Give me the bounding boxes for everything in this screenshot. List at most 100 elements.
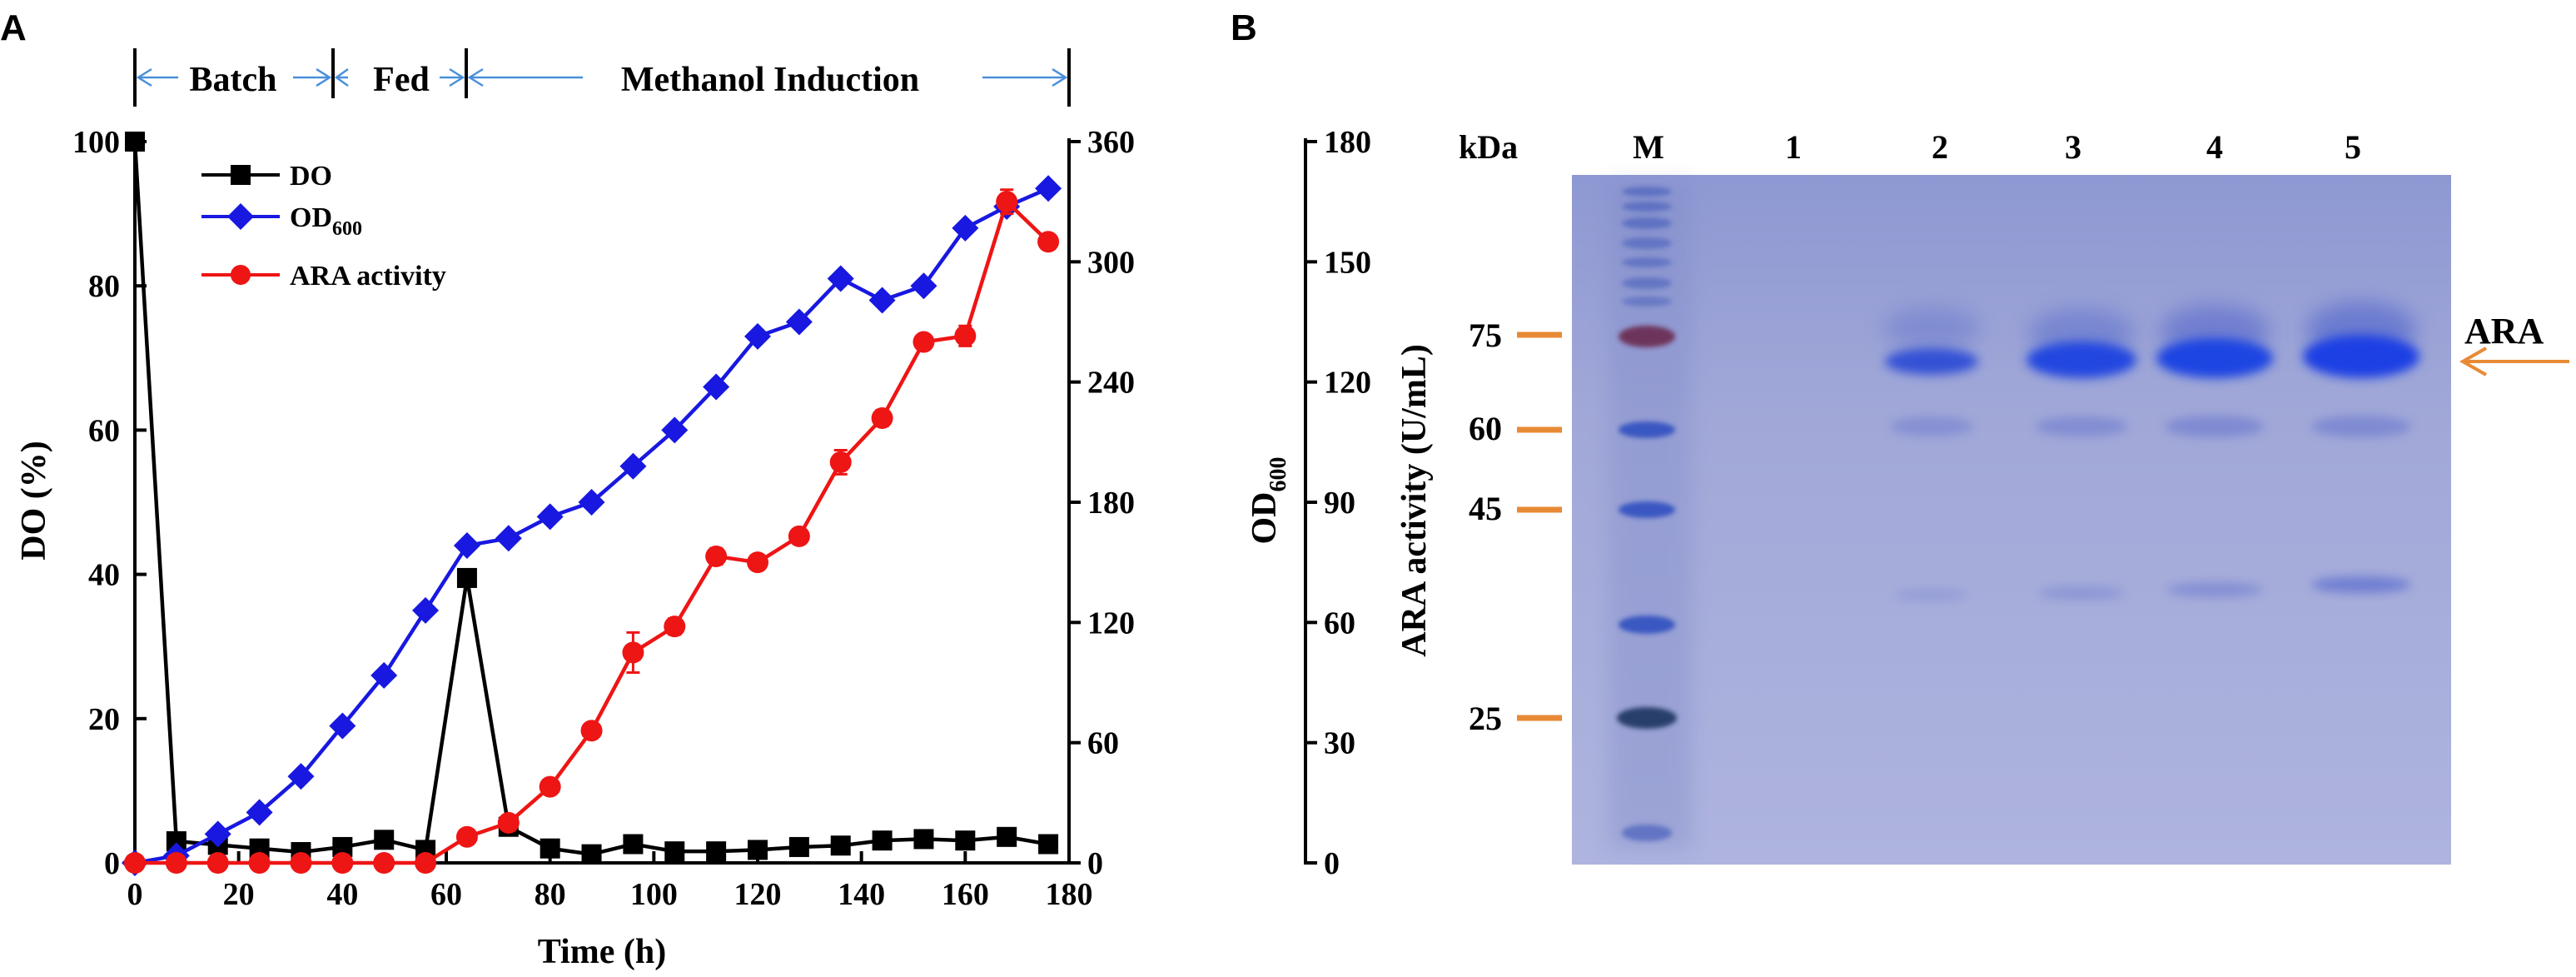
ara-point [664, 616, 686, 638]
ara-point [373, 852, 395, 874]
do-point [374, 830, 395, 850]
do-point [664, 841, 685, 862]
legend-do-label: DO [290, 161, 332, 192]
x-tick-label: 100 [630, 877, 678, 912]
do-tick-label: 40 [88, 558, 120, 593]
do-tick-label: 60 [88, 413, 120, 448]
gel-lane-3: 3 [2065, 128, 2081, 166]
do-point [706, 841, 727, 862]
do-point [456, 567, 477, 588]
marker-45-label: 45 [1469, 490, 1502, 527]
phase-annotation [133, 48, 1071, 107]
od600-point [246, 799, 273, 826]
ara-tick-label: 60 [1087, 726, 1119, 761]
od600-point [412, 596, 440, 624]
x-tick-label: 40 [326, 877, 358, 912]
phase-batch: Batch [190, 61, 277, 99]
od600-point [578, 489, 605, 516]
legend: DO OD600 ARA activity [201, 161, 446, 292]
marker-75-label: 75 [1469, 317, 1502, 354]
x-tick-label: 160 [942, 877, 989, 912]
do-tick-label: 80 [88, 269, 120, 304]
x-tick-label: 20 [223, 877, 255, 912]
panel-b-label: B [1231, 7, 1257, 48]
panel-a-label: A [0, 7, 27, 48]
ara-point [954, 325, 977, 347]
ara-point [331, 852, 354, 874]
od600-line [134, 187, 1049, 865]
ara-point [871, 406, 893, 429]
do-point [913, 829, 934, 850]
od600-point [204, 820, 231, 848]
od600-point [827, 265, 854, 292]
legend-do-marker [231, 165, 251, 185]
legend-ara-marker [231, 265, 251, 285]
gel-image [1572, 175, 2451, 865]
ara-point [996, 191, 1018, 213]
do-point [955, 830, 976, 851]
do-tick-label: 100 [72, 125, 120, 160]
ara-point [415, 852, 437, 874]
ara-line [135, 199, 1050, 865]
ara-point [248, 852, 271, 874]
do-point [788, 836, 809, 857]
do-tick-label: 0 [104, 846, 120, 881]
ara-point [165, 852, 187, 874]
do-point [125, 132, 145, 152]
ara-tick-label: 120 [1087, 606, 1135, 641]
gel-lane-2: 2 [1932, 128, 1948, 166]
do-point [540, 838, 560, 859]
sample-bands [1883, 302, 2419, 601]
ara-point [622, 641, 644, 664]
do-point [1038, 834, 1059, 855]
ara-tick-label: 300 [1087, 245, 1135, 280]
x-tick-label: 60 [430, 877, 462, 912]
od-tick-label: 120 [1324, 366, 1371, 401]
gel-lane-1: 1 [1785, 128, 1802, 166]
y-axis-title-ara: ARA activity (U/mL) [1395, 344, 1434, 657]
ara-tick-label: 0 [1087, 846, 1103, 881]
marker-25-label: 25 [1469, 700, 1502, 737]
phase-fed: Fed [373, 61, 430, 99]
od600-point [703, 373, 730, 401]
y-axis-title-od: OD600 [1246, 457, 1291, 545]
od-tick-label: 90 [1324, 486, 1355, 521]
marker-ticks [1517, 331, 1562, 721]
ara-point [788, 525, 810, 547]
ara-point [580, 720, 603, 742]
ara-point [124, 852, 146, 874]
do-point [581, 844, 602, 865]
legend-od-label: OD600 [290, 202, 362, 240]
od600-point [785, 308, 813, 336]
od600-point [1035, 175, 1062, 202]
ara-band-label: ARA [2464, 311, 2544, 351]
marker-60-label: 60 [1469, 410, 1502, 447]
od600-point [952, 214, 979, 242]
gel-lane-4: 4 [2206, 128, 2223, 166]
ara-point [539, 775, 561, 798]
od600-point [287, 763, 315, 790]
od600-point [495, 525, 522, 552]
ara-point [1037, 231, 1060, 253]
ara-tick-label: 360 [1087, 125, 1135, 160]
od600-point [329, 712, 356, 740]
series-do [125, 132, 1059, 865]
ara-point [290, 852, 312, 874]
x-tick-label: 140 [838, 877, 885, 912]
od600-point [910, 272, 937, 300]
legend-ara-label: ARA activity [290, 261, 446, 292]
ara-arrow [2459, 346, 2569, 376]
x-axis-title: Time (h) [538, 933, 666, 971]
ladder-bands [1617, 187, 1677, 841]
od-tick-label: 0 [1324, 846, 1340, 881]
ara-point [829, 451, 852, 473]
ara-point [455, 825, 478, 848]
x-tick-label: 80 [535, 877, 566, 912]
od600-point [453, 531, 480, 559]
ara-point [747, 551, 768, 574]
x-tick-label: 0 [127, 877, 143, 912]
do-tick-label: 20 [88, 702, 120, 737]
chart-tick-labels: 0 20 40 60 80 100 120 140 160 1800204060801000601… [72, 125, 1371, 912]
ara-point [497, 811, 520, 834]
od600-point [744, 322, 771, 350]
